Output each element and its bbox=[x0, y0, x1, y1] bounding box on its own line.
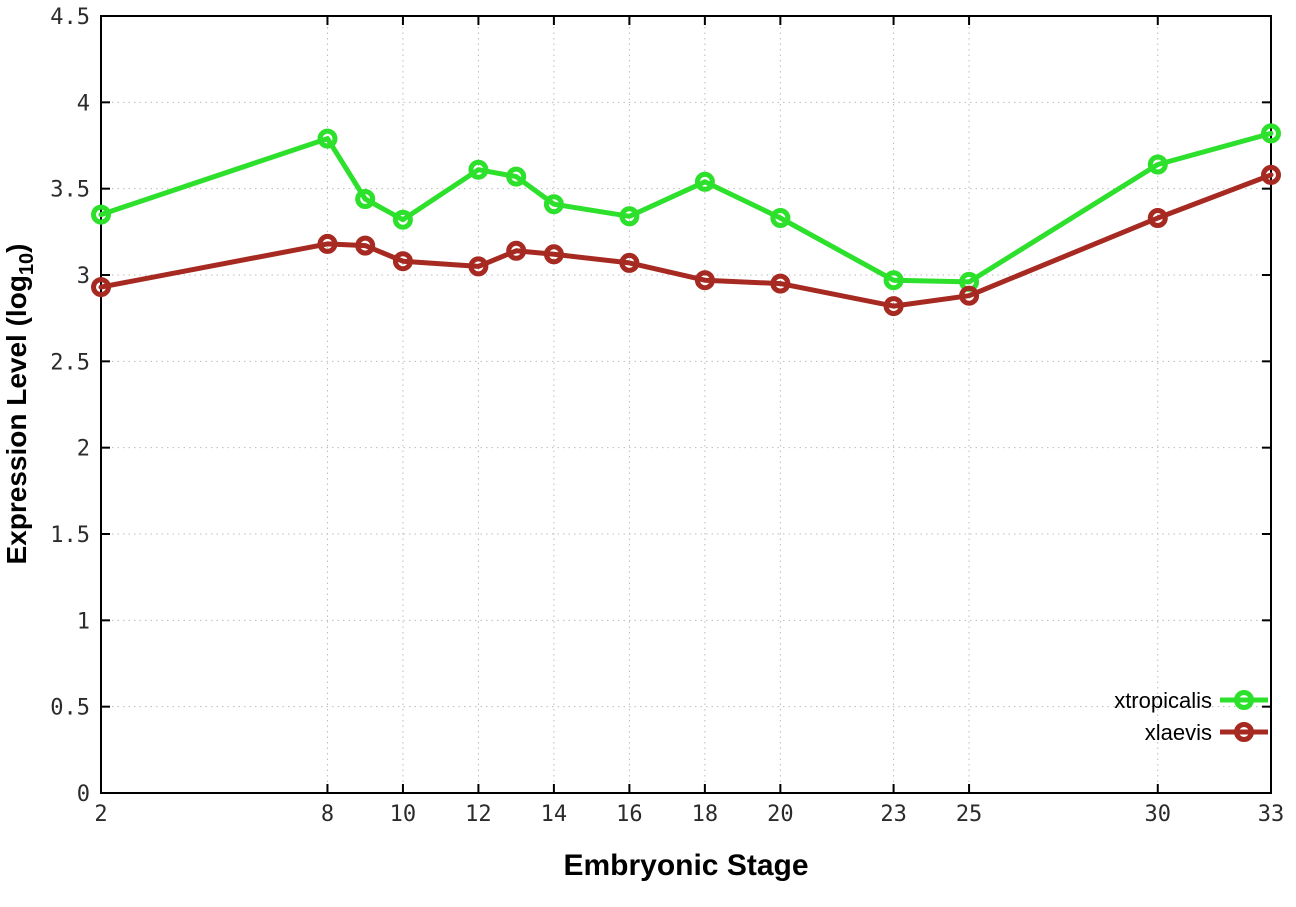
data-point-xtropicalis-stage-23 bbox=[883, 270, 904, 291]
x-tick-label-20: 20 bbox=[767, 802, 794, 827]
plot-border bbox=[100, 15, 1272, 794]
data-point-xtropicalis-stage-14 bbox=[543, 194, 564, 215]
x-axis-title: Embryonic Stage bbox=[563, 849, 808, 882]
data-point-xlaevis-stage-16 bbox=[619, 252, 640, 273]
data-point-xtropicalis-stage-18 bbox=[694, 171, 715, 192]
data-point-xlaevis-stage-12 bbox=[468, 256, 489, 277]
data-point-xtropicalis-stage-10 bbox=[392, 209, 413, 230]
y-tick-label-3.5: 3.5 bbox=[50, 178, 90, 203]
x-tick-label-30: 30 bbox=[1145, 802, 1172, 827]
legend-label-xlaevis: xlaevis bbox=[1145, 720, 1212, 745]
legend-marker-xtropicalis bbox=[1234, 690, 1254, 710]
x-tick-label-33: 33 bbox=[1258, 802, 1285, 827]
y-tick-label-3: 3 bbox=[77, 264, 90, 289]
data-point-xtropicalis-stage-33 bbox=[1261, 123, 1281, 144]
data-point-xlaevis-stage-2 bbox=[91, 277, 111, 298]
data-point-xtropicalis-stage-20 bbox=[770, 208, 791, 228]
data-point-xlaevis-stage-14 bbox=[543, 244, 564, 265]
data-point-xlaevis-stage-33 bbox=[1261, 164, 1281, 185]
y-tick-label-2: 2 bbox=[77, 437, 90, 462]
data-point-xtropicalis-stage-13 bbox=[506, 166, 527, 187]
legend-label-xtropicalis: xtropicalis bbox=[1114, 688, 1212, 713]
x-tick-label-18: 18 bbox=[692, 802, 719, 827]
data-point-xlaevis-stage-25 bbox=[959, 285, 980, 306]
x-tick-label-10: 10 bbox=[390, 802, 417, 827]
y-tick-label-1.5: 1.5 bbox=[50, 523, 90, 548]
x-tick-label-14: 14 bbox=[541, 802, 568, 827]
y-tick-label-4.5: 4.5 bbox=[50, 5, 90, 30]
data-point-xlaevis-stage-8 bbox=[317, 233, 338, 254]
x-tick-label-25: 25 bbox=[956, 802, 983, 827]
data-point-xtropicalis-stage-2 bbox=[91, 204, 111, 225]
y-tick-label-0: 0 bbox=[77, 782, 90, 807]
data-point-xlaevis-stage-23 bbox=[883, 296, 904, 317]
x-tick-label-8: 8 bbox=[321, 802, 334, 827]
data-point-xlaevis-stage-18 bbox=[694, 270, 715, 291]
y-tick-label-2.5: 2.5 bbox=[50, 350, 90, 375]
y-tick-label-0.5: 0.5 bbox=[50, 696, 90, 721]
data-point-xtropicalis-stage-12 bbox=[468, 159, 489, 180]
data-point-xlaevis-stage-30 bbox=[1147, 208, 1168, 228]
x-tick-label-2: 2 bbox=[94, 802, 107, 827]
x-tick-label-12: 12 bbox=[465, 802, 492, 827]
data-point-xlaevis-stage-20 bbox=[770, 273, 791, 294]
y-tick-label-4: 4 bbox=[77, 91, 90, 116]
x-tick-label-16: 16 bbox=[616, 802, 643, 827]
x-tick-label-23: 23 bbox=[880, 802, 907, 827]
data-point-xtropicalis-stage-16 bbox=[619, 206, 640, 227]
data-point-xtropicalis-stage-8 bbox=[317, 128, 338, 149]
data-point-xlaevis-stage-13 bbox=[506, 240, 527, 261]
data-point-xtropicalis-stage-30 bbox=[1147, 154, 1168, 175]
legend-marker-xlaevis bbox=[1234, 722, 1254, 742]
y-tick-label-1: 1 bbox=[77, 609, 90, 634]
y-axis-title: Expression Level (log10) bbox=[1, 244, 38, 565]
data-point-xtropicalis-stage-9 bbox=[355, 189, 376, 209]
data-point-xlaevis-stage-9 bbox=[355, 235, 376, 256]
data-point-xlaevis-stage-10 bbox=[392, 251, 413, 272]
